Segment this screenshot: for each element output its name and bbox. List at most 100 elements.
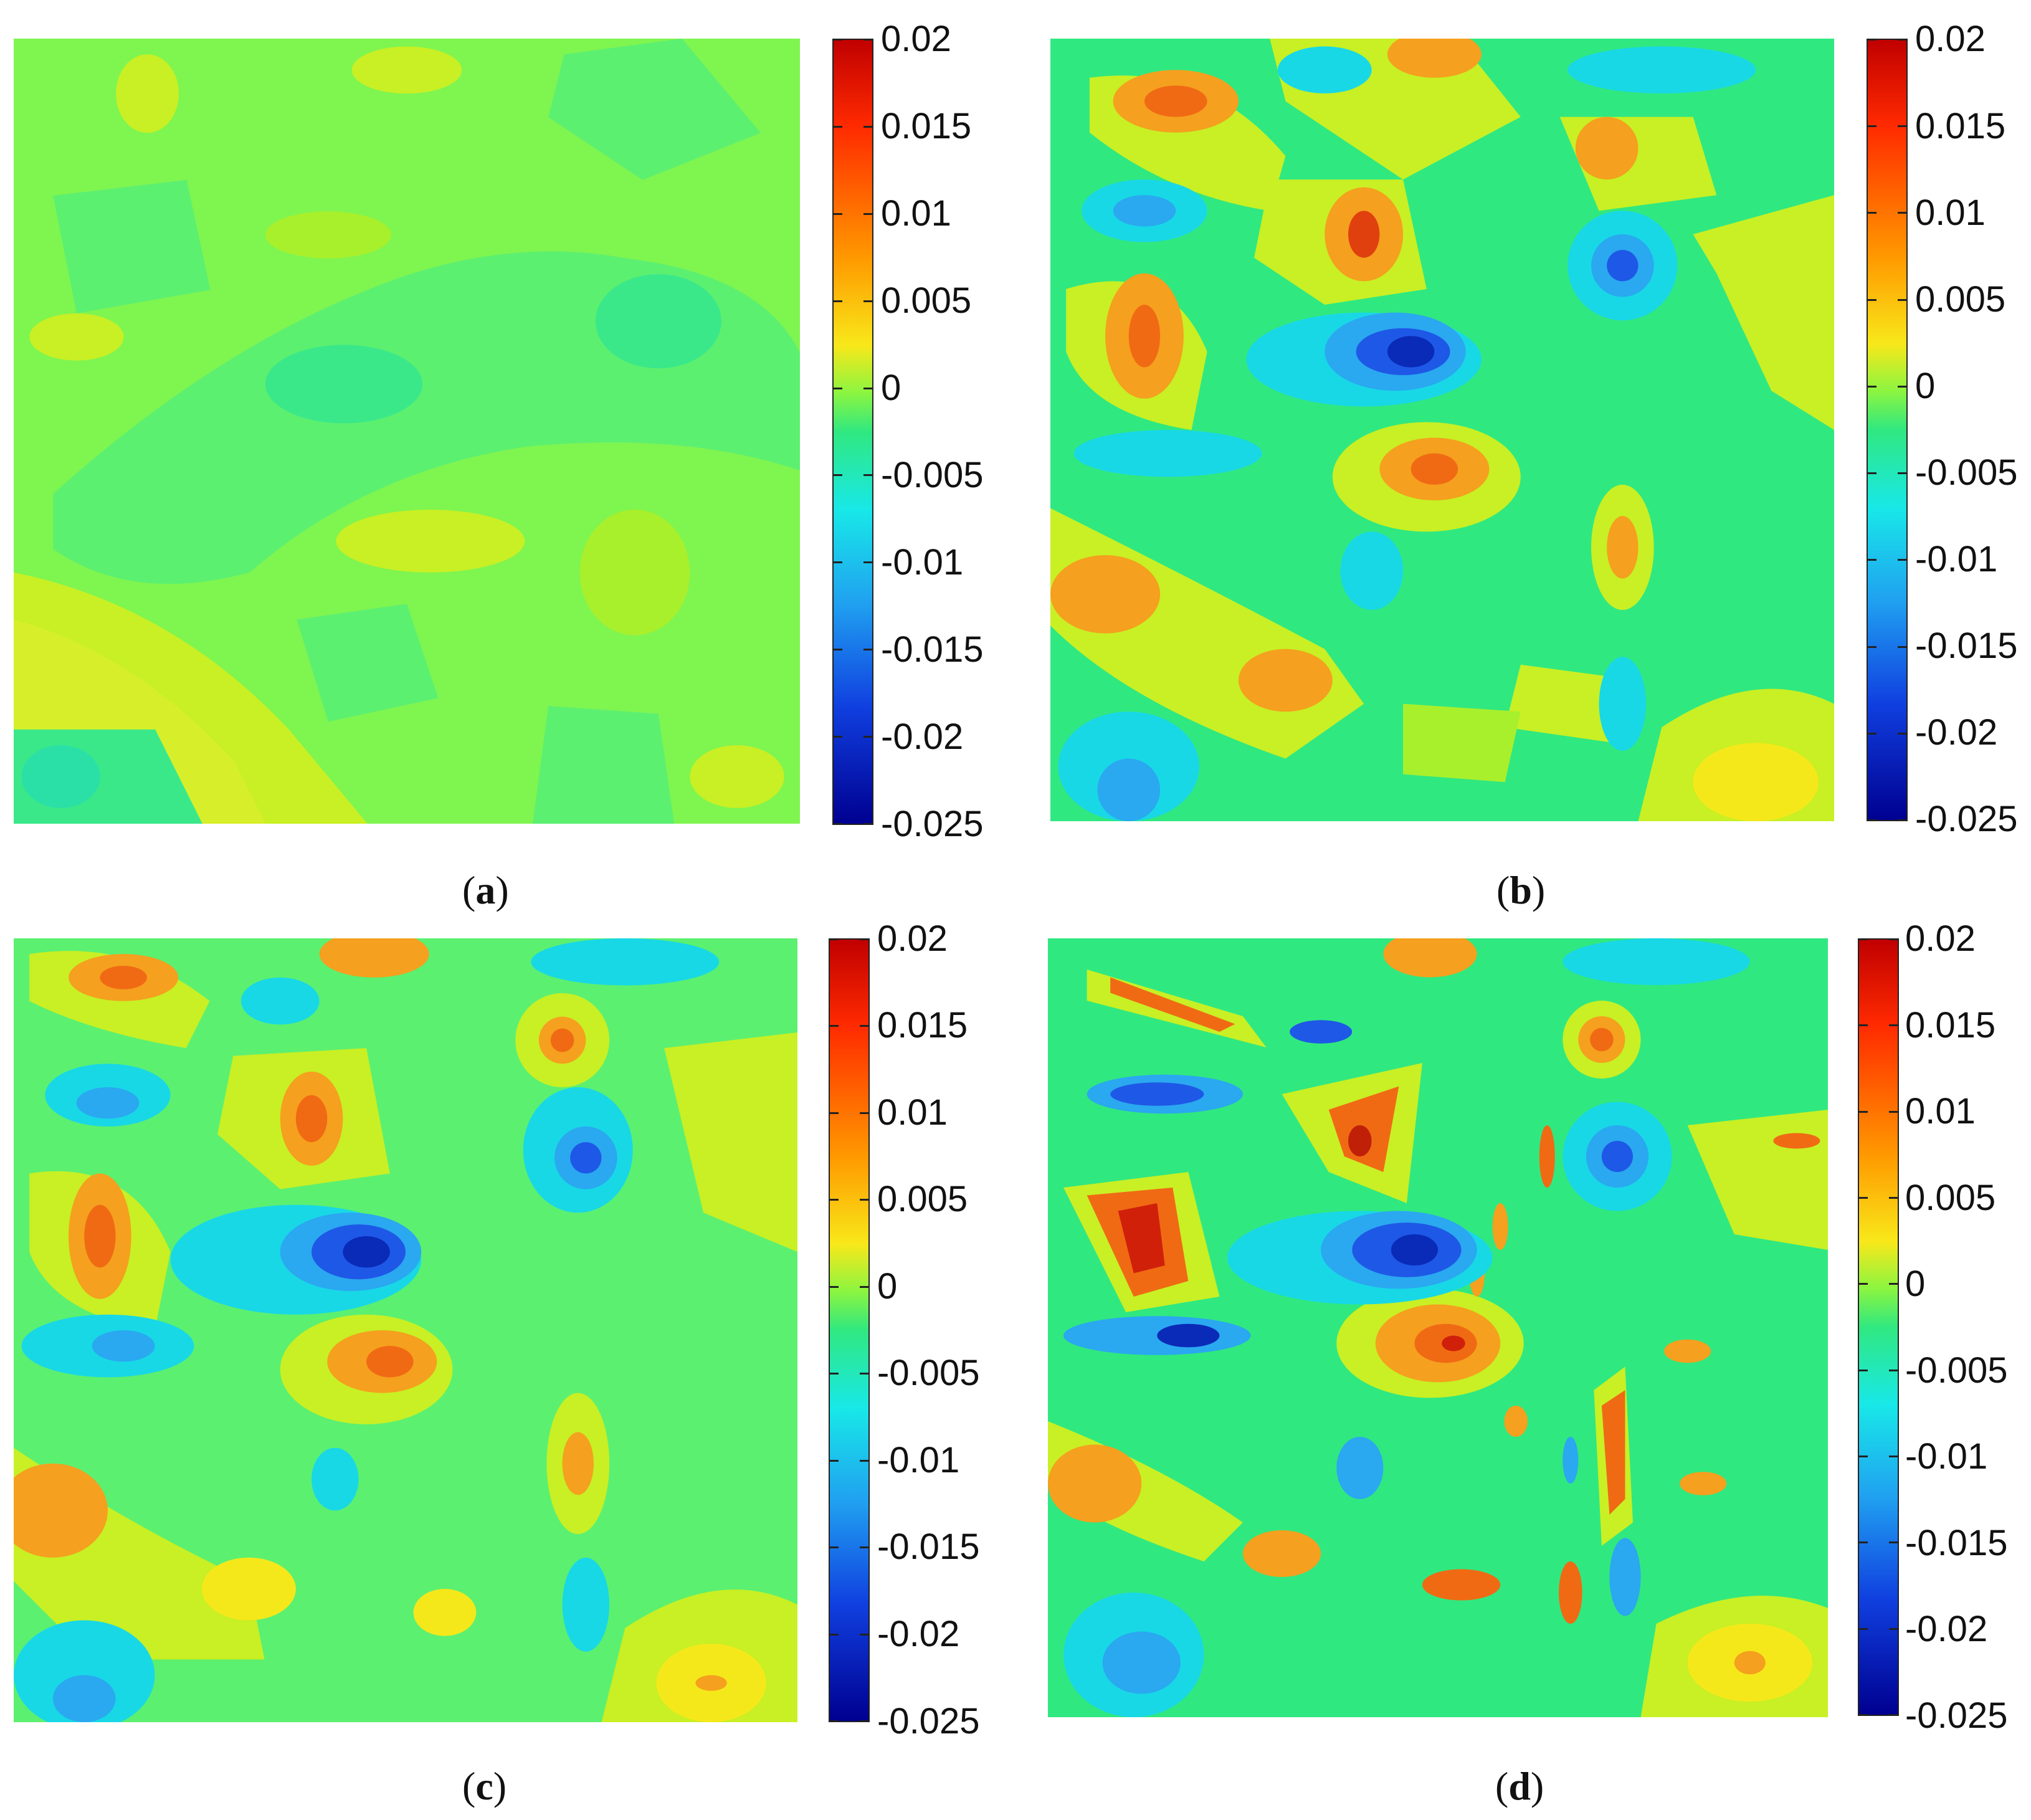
colorbar-tick <box>1867 472 1876 474</box>
colorbar-tick <box>863 649 873 650</box>
tick-label: -0.01 <box>881 542 964 583</box>
colorbar-tick <box>1889 1628 1899 1630</box>
colorbar-tick <box>860 1720 870 1722</box>
panel-caption-b: (b) <box>1496 868 1546 912</box>
colorbar-tick <box>832 388 842 389</box>
tick-label: 0.02 <box>1915 19 1986 59</box>
tick-label: 0 <box>881 368 901 408</box>
tick-label: 0 <box>1905 1264 1926 1304</box>
tick-label: 0.015 <box>877 1005 968 1046</box>
colorbar-tick <box>860 1460 870 1462</box>
tick-label: -0.005 <box>1915 452 2018 493</box>
colorbar-tick <box>1898 733 1908 735</box>
colorbar-tick <box>863 736 873 738</box>
colorbar-tick <box>1898 646 1908 648</box>
colorbar-tick <box>829 1286 839 1288</box>
colorbar-tick <box>829 1373 839 1375</box>
tick-label: -0.025 <box>1905 1695 2008 1736</box>
colorbar-tick <box>832 561 842 563</box>
colorbar-tick <box>863 823 873 825</box>
tick-label: 0.015 <box>881 106 972 146</box>
colorbar-tick <box>1889 1024 1899 1026</box>
tick-label: 0.02 <box>1905 918 1976 959</box>
contour-map-a <box>14 39 800 824</box>
tick-label: 0.005 <box>1915 279 2006 320</box>
colorbar-tick <box>1889 938 1899 940</box>
tick-label: -0.02 <box>877 1614 960 1654</box>
colorbar-tick <box>1867 125 1876 127</box>
colorbar-tick <box>1898 39 1908 40</box>
colorbar-tick <box>1898 125 1908 127</box>
colorbar-tick <box>832 823 842 825</box>
tick-label: -0.025 <box>881 804 984 844</box>
colorbar-tick <box>832 213 842 215</box>
contour-map-c <box>14 938 797 1722</box>
colorbar-tick <box>1867 299 1876 301</box>
colorbar-tick <box>1858 1370 1868 1371</box>
tick-label: -0.015 <box>877 1527 980 1567</box>
tick-label: -0.01 <box>1915 539 1998 579</box>
colorbar-tick <box>1898 386 1908 388</box>
colorbar-tick <box>1867 559 1876 561</box>
colorbar-a <box>832 39 873 825</box>
colorbar-tick <box>829 1199 839 1201</box>
colorbar-c <box>829 938 870 1722</box>
colorbar-d <box>1858 938 1899 1716</box>
tick-label: -0.02 <box>1915 712 1998 753</box>
colorbar-tick <box>863 39 873 40</box>
colorbar-tick <box>1867 819 1876 821</box>
colorbar-tick <box>860 1546 870 1548</box>
colorbar-tick <box>829 1112 839 1114</box>
tick-label: 0.01 <box>881 193 951 234</box>
colorbar-tick <box>1889 1197 1899 1199</box>
colorbar-tick <box>1889 1456 1899 1457</box>
colorbar-tick <box>860 938 870 940</box>
colorbar-tick <box>1889 1370 1899 1371</box>
colorbar-tick <box>1867 39 1876 40</box>
tick-label: -0.005 <box>881 455 984 495</box>
colorbar-tick <box>860 1025 870 1027</box>
tick-label: 0.015 <box>1915 106 2006 146</box>
panel-caption-a: (a) <box>462 868 509 912</box>
colorbar-tick <box>829 1460 839 1462</box>
colorbar-tick <box>829 1720 839 1722</box>
panel-caption-d: (d) <box>1495 1764 1544 1808</box>
tick-label: -0.015 <box>1915 626 2018 666</box>
tick-label: 0.005 <box>881 280 972 321</box>
tick-label: -0.01 <box>1905 1436 1988 1477</box>
tick-label: -0.005 <box>877 1353 980 1393</box>
tick-label: 0.005 <box>1905 1178 1996 1218</box>
colorbar-tick <box>832 126 842 128</box>
colorbar-tick <box>1858 1714 1868 1716</box>
colorbar-tick <box>832 474 842 476</box>
tick-label: 0.02 <box>881 19 951 59</box>
tick-label: 0 <box>877 1266 898 1307</box>
colorbar-tick <box>1867 386 1876 388</box>
colorbar-tick <box>863 561 873 563</box>
colorbar-tick <box>860 1199 870 1201</box>
colorbar-tick <box>1898 212 1908 214</box>
colorbar-tick <box>832 736 842 738</box>
colorbar-tick <box>1889 1283 1899 1285</box>
colorbar-tick <box>1898 472 1908 474</box>
colorbar-tick <box>1898 559 1908 561</box>
colorbar-tick <box>832 300 842 302</box>
colorbar-tick <box>1867 212 1876 214</box>
tick-label: -0.015 <box>881 629 984 670</box>
tick-label: 0.01 <box>877 1092 948 1133</box>
colorbar-tick <box>1858 938 1868 940</box>
colorbar-tick <box>1867 733 1876 735</box>
contour-map-b <box>1050 39 1834 821</box>
panel-caption-c: (c) <box>462 1764 507 1808</box>
colorbar-tick <box>1889 1541 1899 1543</box>
colorbar-tick <box>829 938 839 940</box>
colorbar-tick <box>863 300 873 302</box>
tick-label: 0.015 <box>1905 1005 1996 1046</box>
contour-map-d <box>1048 938 1828 1717</box>
colorbar-tick <box>860 1373 870 1375</box>
colorbar-tick <box>1898 299 1908 301</box>
colorbar-tick <box>863 388 873 389</box>
tick-label: 0 <box>1915 366 1936 406</box>
tick-label: -0.02 <box>1905 1609 1988 1649</box>
tick-label: -0.025 <box>877 1701 980 1741</box>
